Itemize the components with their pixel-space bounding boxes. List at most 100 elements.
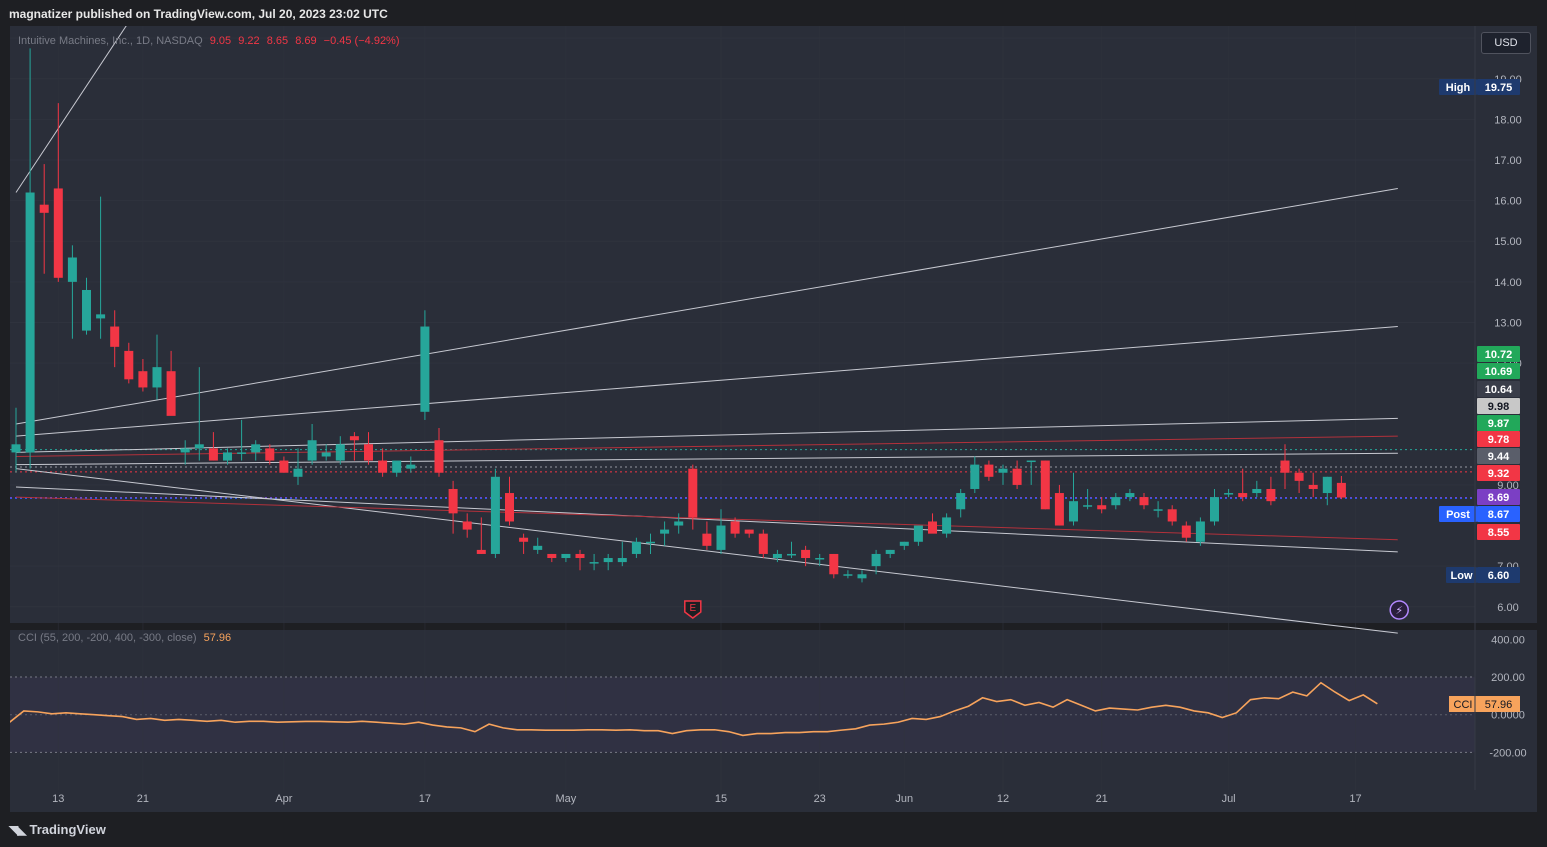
price-level-tag-value: 6.60 <box>1488 570 1509 582</box>
price-level-tag: 9.44 <box>1477 448 1520 464</box>
candle-body <box>744 529 754 534</box>
candle <box>1210 488 1219 526</box>
x-tick-label: Apr <box>275 793 292 805</box>
price-level-tag-bg <box>1477 431 1520 447</box>
candle-body <box>942 517 952 534</box>
candle <box>646 533 655 554</box>
candle <box>603 553 613 571</box>
candle-body <box>660 529 670 534</box>
candle <box>1111 493 1121 510</box>
candle <box>265 444 275 465</box>
trendline <box>15 496 1398 541</box>
cci-tick-label: 400.00 <box>1491 634 1525 646</box>
price-level-tag-bg <box>1477 346 1520 362</box>
candle <box>180 440 190 465</box>
candle <box>392 460 402 477</box>
price-level-tag-value: 9.87 <box>1488 418 1509 430</box>
price-level-tag-value: 10.69 <box>1485 366 1513 378</box>
price-level-tag-value: 8.69 <box>1488 492 1509 504</box>
candle <box>970 456 980 494</box>
trendline <box>15 326 1398 437</box>
cci-tag-label: CCI <box>1454 699 1473 711</box>
earnings-marker: E <box>684 600 702 619</box>
candle <box>208 432 218 461</box>
candle-body <box>335 444 345 461</box>
candle <box>1336 475 1346 500</box>
candle-body <box>716 525 726 550</box>
candle-body <box>321 452 331 457</box>
candle-body <box>180 448 190 453</box>
lightning-glyph: ⚡ <box>1395 604 1403 617</box>
price-level-tag-value: 9.98 <box>1488 401 1509 413</box>
candle-body <box>462 521 472 530</box>
trendline <box>15 452 1398 466</box>
price-level-tag-label-bg <box>1439 506 1477 522</box>
candle-body <box>533 545 543 550</box>
price-level-tag-bg <box>1477 489 1520 505</box>
candle-body <box>476 549 486 554</box>
legend-close: 8.69 <box>295 35 317 47</box>
x-tick-label: 17 <box>419 793 431 805</box>
candle <box>82 277 91 335</box>
candle <box>1308 472 1318 498</box>
footer-brand: ◥◣ TradingView <box>9 822 106 837</box>
candle <box>533 537 543 554</box>
candle <box>124 342 134 384</box>
chart-frame: 6.007.009.0012.0013.0014.0015.0016.0017.… <box>10 26 1537 812</box>
price-level-tag: 9.87 <box>1477 415 1520 431</box>
candle <box>660 521 670 546</box>
candle-body <box>1111 497 1121 506</box>
candle <box>1040 460 1050 510</box>
currency-button[interactable]: USD <box>1481 32 1531 54</box>
candle <box>885 549 895 559</box>
candle <box>801 545 811 567</box>
price-level-tag: 6.60 Low <box>1446 567 1520 583</box>
x-tick-label: Jun <box>895 793 913 805</box>
candle <box>716 509 726 554</box>
candle <box>96 196 106 339</box>
price-level-tag: 10.69 <box>1477 363 1520 379</box>
price-level-tag-label-bg <box>1439 79 1477 95</box>
x-tick-label: 21 <box>1096 793 1108 805</box>
candle-body <box>82 289 91 331</box>
candle-body <box>589 562 599 564</box>
price-level-tag-value: 19.75 <box>1485 82 1513 94</box>
candle-body <box>547 553 557 559</box>
candle-body <box>603 558 613 563</box>
candle-body <box>1308 484 1318 489</box>
legend-interval: 1D <box>136 35 151 47</box>
candle-body <box>899 541 909 546</box>
candle <box>1195 517 1205 546</box>
earnings-badge <box>684 600 702 619</box>
cci-tag-value: 57.96 <box>1485 699 1513 711</box>
candle-body <box>25 192 35 453</box>
candle-body <box>1181 525 1191 538</box>
candle-body <box>223 452 232 461</box>
candle-body <box>1069 501 1078 522</box>
candle <box>519 533 529 554</box>
price-level-tag-bg <box>1477 363 1520 379</box>
candle <box>448 480 458 534</box>
candle <box>843 570 853 579</box>
chart-svg[interactable]: 6.007.009.0012.0013.0014.0015.0016.0017.… <box>10 26 1537 812</box>
candle <box>1054 484 1064 526</box>
candle <box>688 464 698 530</box>
candle-body <box>970 464 980 489</box>
candle-body <box>984 464 994 477</box>
cci-value-tag: CCI 57.96 <box>1449 696 1520 712</box>
candle-body <box>1252 488 1262 494</box>
x-tick-label: 17 <box>1349 793 1361 805</box>
candle-body <box>829 553 839 575</box>
candle <box>1012 460 1022 489</box>
candle <box>152 334 162 400</box>
price-tick-label: 17.00 <box>1494 155 1522 167</box>
candle <box>984 460 994 481</box>
candle <box>1083 488 1093 510</box>
cci-legend-title: CCI (55, 200, -200, 400, -300, close) <box>18 632 197 644</box>
candle-body <box>138 371 148 388</box>
candle-body <box>1224 493 1234 495</box>
candle <box>53 103 63 282</box>
candle-body <box>1026 460 1036 463</box>
price-level-tag: 10.72 <box>1477 346 1520 362</box>
candle-body <box>1054 493 1064 526</box>
